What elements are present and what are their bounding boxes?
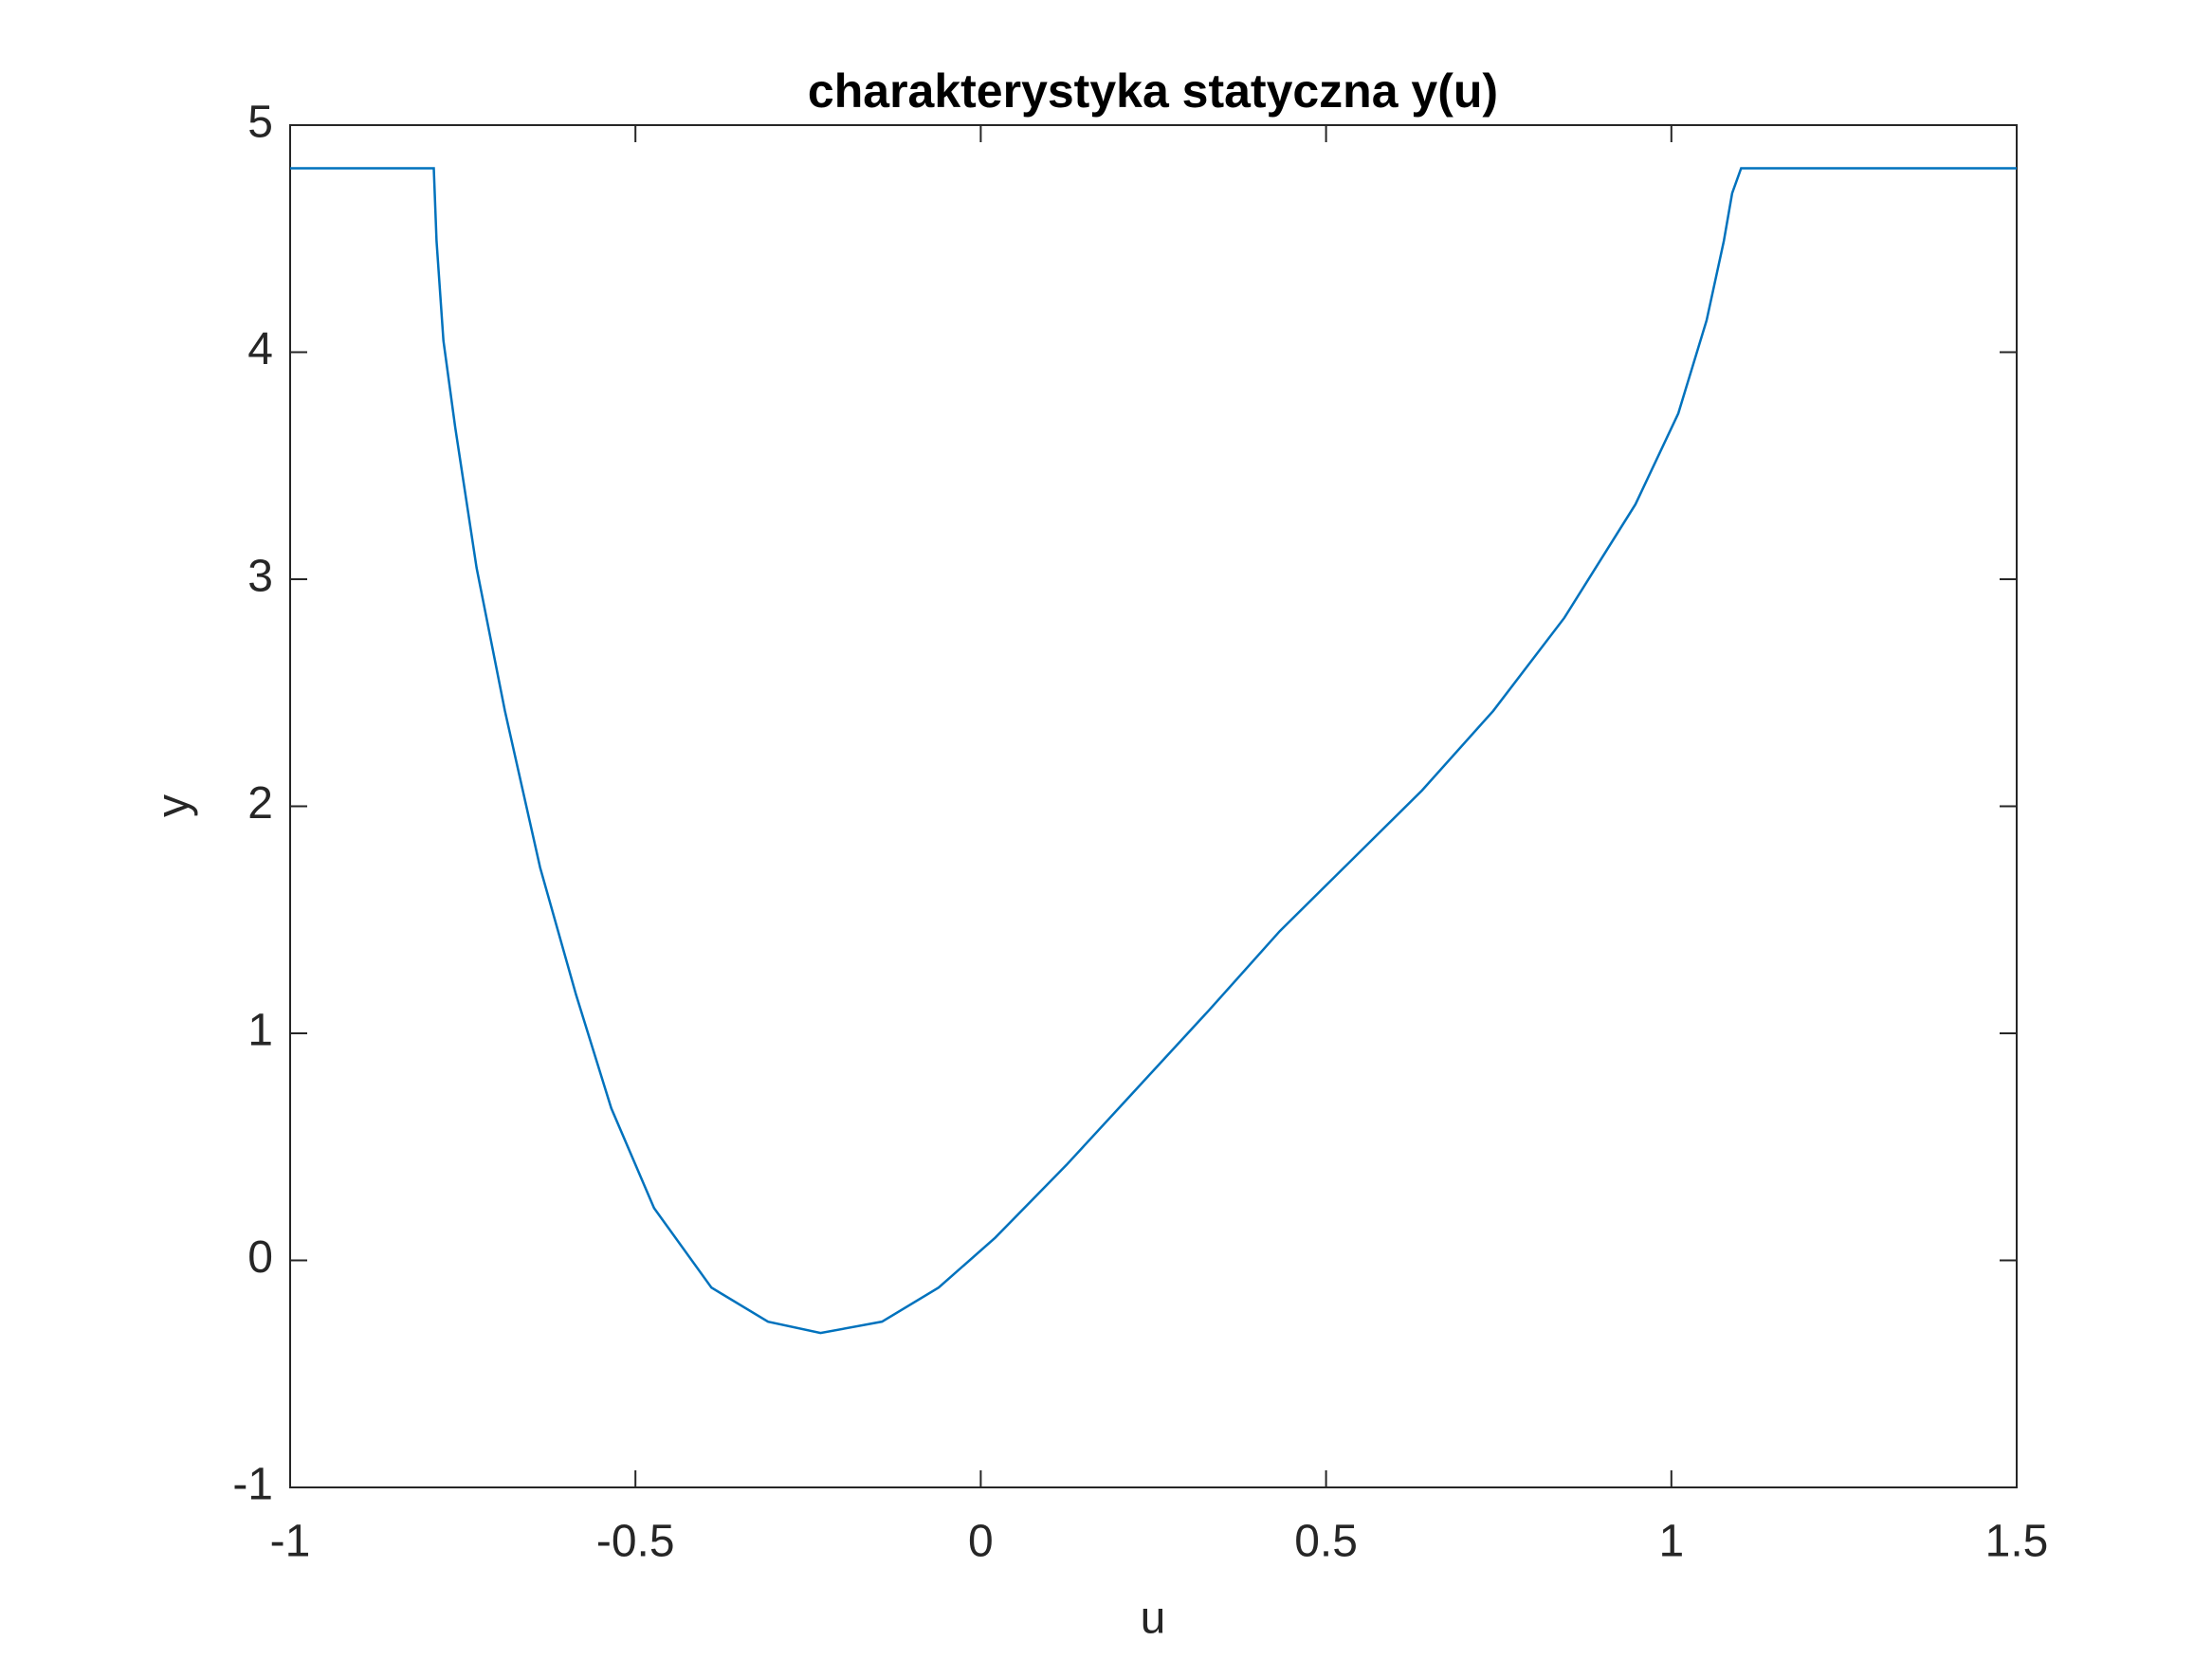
chart-title: charakterystyka statyczna y(u) [808,64,1498,118]
data-line [290,167,2017,1335]
x-tick-label: -1 [270,1517,311,1567]
x-tick-label: 1.5 [1985,1517,2049,1567]
x-axis-label: u [1141,1594,1166,1644]
y-tick-label: 0 [247,1232,273,1283]
y-tick-label: 2 [247,778,273,829]
y-tick-label: 5 [247,98,273,148]
y-axis-label: y [149,794,199,817]
x-tick-label: -0.5 [596,1517,675,1567]
x-tick-label: 1 [1658,1517,1684,1567]
axes-box [289,124,2018,1488]
x-tick-label: 0 [968,1517,994,1567]
y-tick-label: 3 [247,552,273,602]
y-tick-label: 4 [247,324,273,374]
y-tick-label: -1 [232,1460,273,1510]
x-tick-label: 0.5 [1294,1517,1358,1567]
y-tick-label: 1 [247,1006,273,1056]
